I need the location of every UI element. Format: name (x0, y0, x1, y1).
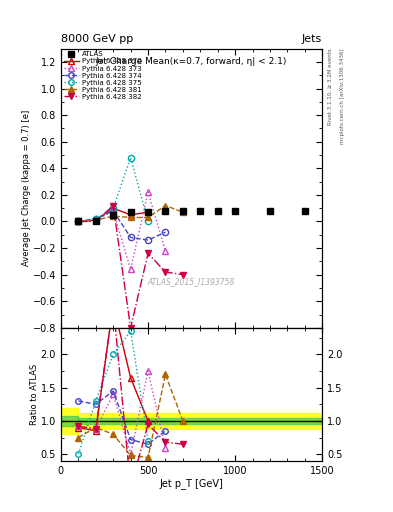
Pythia 6.428 381 (94, 217, 98, 223)
Pythia 6.428 374 (128, 234, 133, 241)
Pythia 6.428 370 (146, 209, 151, 215)
Line: Pythia 6.428 381: Pythia 6.428 381 (75, 202, 186, 225)
Pythia 6.428 373 (111, 208, 116, 214)
Pythia 6.428 382 (76, 219, 81, 225)
Pythia 6.428 375 (94, 216, 98, 222)
Pythia 6.428 381 (163, 202, 168, 208)
Pythia 6.428 381 (111, 213, 116, 219)
Text: Jets: Jets (302, 33, 322, 44)
ATLAS (215, 208, 220, 214)
Pythia 6.428 370 (94, 217, 98, 223)
Line: ATLAS: ATLAS (75, 208, 308, 225)
Pythia 6.428 382 (180, 271, 185, 278)
Line: Pythia 6.428 373: Pythia 6.428 373 (75, 189, 169, 272)
ATLAS (268, 208, 272, 214)
Text: Rivet 3.1.10, ≥ 3.2M events: Rivet 3.1.10, ≥ 3.2M events (328, 49, 333, 125)
ATLAS (128, 209, 133, 215)
ATLAS (303, 208, 307, 214)
Pythia 6.428 381 (128, 215, 133, 221)
Pythia 6.428 382 (146, 250, 151, 257)
X-axis label: Jet p_T [GeV]: Jet p_T [GeV] (160, 478, 224, 489)
ATLAS (146, 209, 151, 215)
Pythia 6.428 382 (111, 202, 116, 208)
Line: Pythia 6.428 370: Pythia 6.428 370 (75, 205, 151, 225)
Text: mcplots.cern.ch [arXiv:1306.3436]: mcplots.cern.ch [arXiv:1306.3436] (340, 49, 345, 144)
Pythia 6.428 382 (128, 325, 133, 331)
Pythia 6.428 370 (128, 212, 133, 218)
Pythia 6.428 373 (94, 217, 98, 223)
Pythia 6.428 382 (163, 269, 168, 275)
ATLAS (163, 208, 168, 214)
Pythia 6.428 382 (94, 219, 98, 225)
Pythia 6.428 374 (76, 219, 81, 225)
Pythia 6.428 381 (76, 219, 81, 225)
Pythia 6.428 373 (146, 189, 151, 195)
Pythia 6.428 375 (146, 219, 151, 225)
Pythia 6.428 374 (111, 208, 116, 214)
ATLAS (198, 208, 203, 214)
Text: 8000 GeV pp: 8000 GeV pp (61, 33, 133, 44)
Line: Pythia 6.428 375: Pythia 6.428 375 (75, 155, 151, 225)
Pythia 6.428 381 (180, 209, 185, 215)
Pythia 6.428 374 (146, 237, 151, 243)
Pythia 6.428 375 (111, 205, 116, 211)
ATLAS (180, 208, 185, 214)
Text: ATLAS_2015_I1393758: ATLAS_2015_I1393758 (148, 277, 235, 286)
Pythia 6.428 374 (163, 229, 168, 235)
Pythia 6.428 374 (94, 216, 98, 222)
Pythia 6.428 375 (76, 219, 81, 225)
Pythia 6.428 373 (163, 248, 168, 254)
Line: Pythia 6.428 382: Pythia 6.428 382 (75, 202, 186, 331)
Pythia 6.428 381 (146, 215, 151, 221)
Line: Pythia 6.428 374: Pythia 6.428 374 (75, 208, 169, 243)
Y-axis label: Ratio to ATLAS: Ratio to ATLAS (30, 364, 39, 425)
Y-axis label: Average Jet Charge (kappa = 0.7) [e]: Average Jet Charge (kappa = 0.7) [e] (22, 110, 31, 266)
ATLAS (233, 208, 237, 214)
Pythia 6.428 375 (128, 155, 133, 161)
ATLAS (111, 212, 116, 218)
Pythia 6.428 373 (76, 219, 81, 225)
Pythia 6.428 370 (76, 219, 81, 225)
Pythia 6.428 373 (128, 266, 133, 272)
ATLAS (76, 219, 81, 225)
Text: Jet Charge Mean(κ=0.7, forward, η| < 2.1): Jet Charge Mean(κ=0.7, forward, η| < 2.1… (96, 57, 287, 66)
ATLAS (94, 219, 98, 225)
Legend: ATLAS, Pythia 6.428 370, Pythia 6.428 373, Pythia 6.428 374, Pythia 6.428 375, P: ATLAS, Pythia 6.428 370, Pythia 6.428 37… (63, 51, 142, 100)
Pythia 6.428 370 (111, 205, 116, 211)
